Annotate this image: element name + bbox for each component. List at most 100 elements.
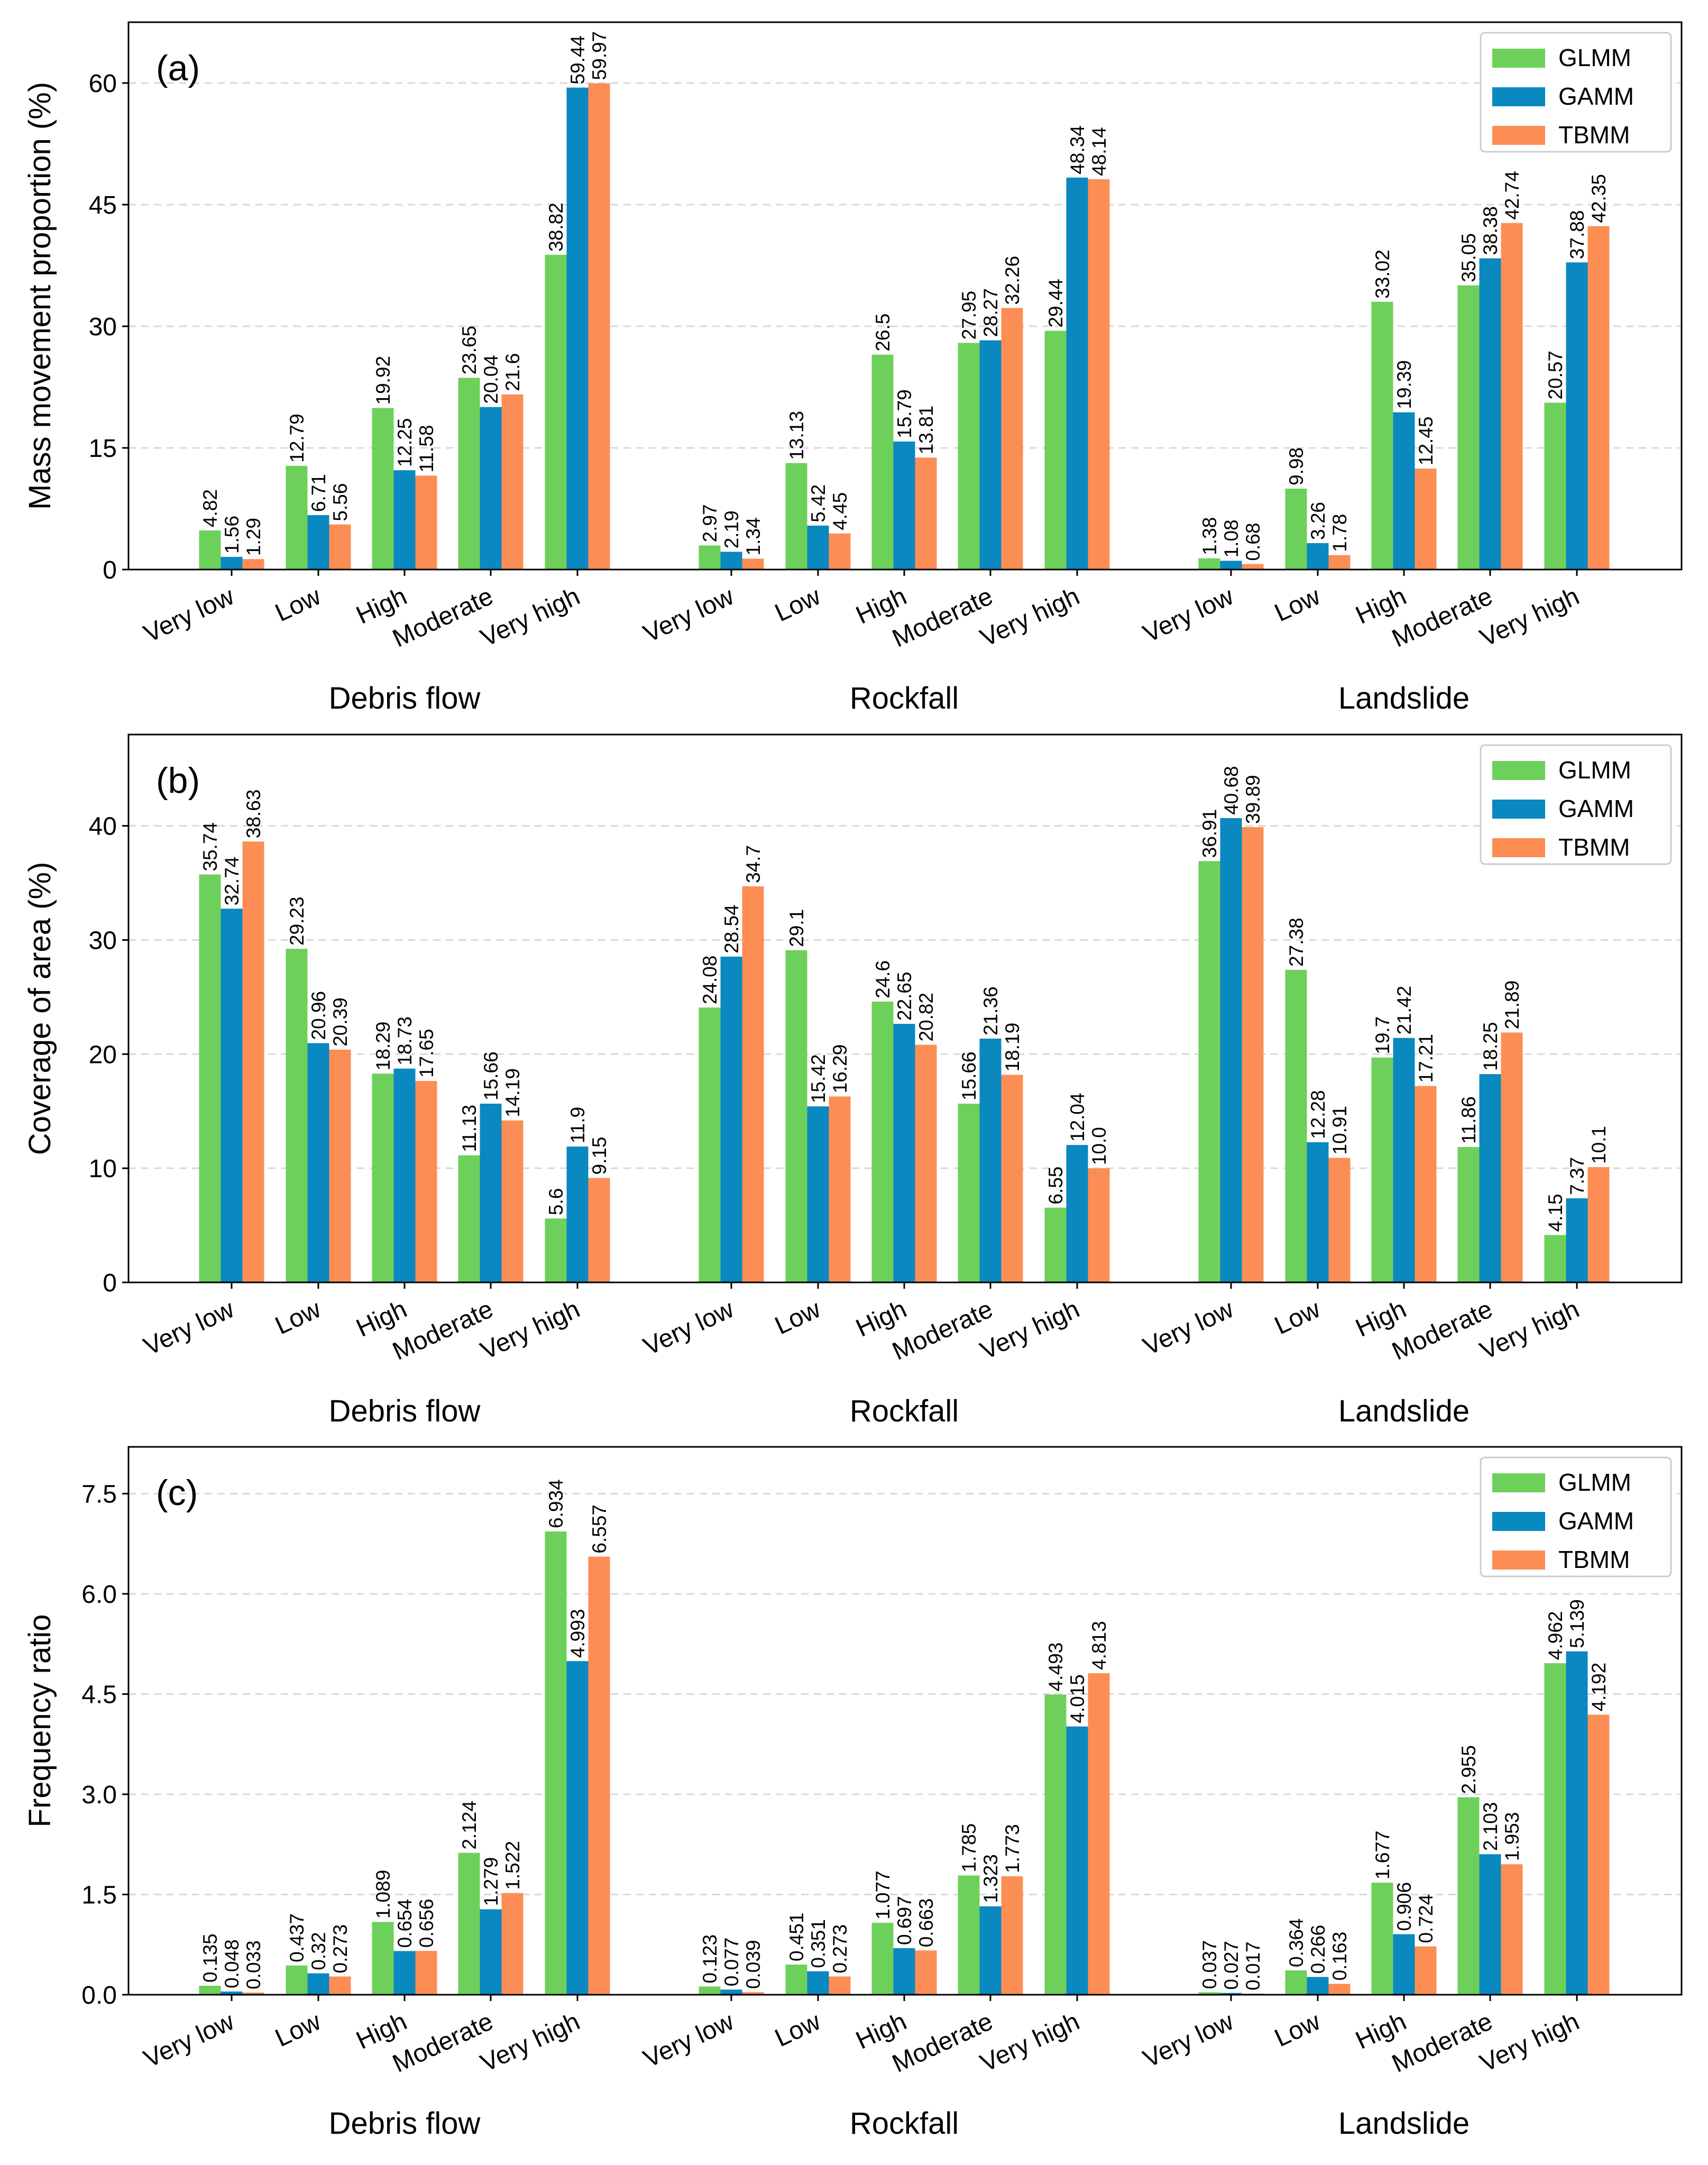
y-tick-label: 0.0 xyxy=(81,1981,117,2010)
data-label: 10.0 xyxy=(1088,1127,1110,1165)
data-label: 6.55 xyxy=(1045,1167,1067,1205)
bar xyxy=(958,343,980,570)
data-label: 29.23 xyxy=(286,897,308,946)
bar xyxy=(1328,555,1351,570)
y-axis-label: Coverage of area (%) xyxy=(23,862,57,1155)
x-tick-label: Very high xyxy=(1476,2007,1584,2078)
data-label: 4.192 xyxy=(1588,1663,1610,1712)
bar xyxy=(720,957,742,1282)
data-label: 4.015 xyxy=(1067,1674,1088,1723)
bar xyxy=(566,1146,589,1282)
bar xyxy=(871,1002,894,1282)
data-label: 36.91 xyxy=(1199,809,1220,858)
group-label: Debris flow xyxy=(329,1394,481,1428)
bar xyxy=(742,1992,764,1995)
data-label: 18.73 xyxy=(394,1016,416,1066)
bar xyxy=(785,950,807,1282)
bar xyxy=(1457,1147,1480,1282)
legend: GLMM GAMM TBMM xyxy=(1480,32,1672,153)
bar xyxy=(415,1951,437,1995)
data-label: 0.163 xyxy=(1329,1932,1351,1981)
x-tick-label: Moderate xyxy=(888,2007,997,2078)
data-label: 1.773 xyxy=(1002,1824,1023,1873)
data-label: 28.27 xyxy=(980,288,1002,337)
data-label: 5.42 xyxy=(807,484,829,522)
data-label: 2.97 xyxy=(699,504,721,542)
bar xyxy=(1371,1883,1393,1995)
data-label: 4.45 xyxy=(829,492,851,530)
bar xyxy=(415,475,437,570)
data-label: 18.25 xyxy=(1480,1022,1501,1071)
x-tick-label: Low xyxy=(1270,2007,1325,2052)
data-label: 6.71 xyxy=(308,474,329,512)
data-label: 0.697 xyxy=(894,1896,915,1945)
x-tick-label: Very low xyxy=(639,2007,738,2074)
bar xyxy=(1587,226,1610,570)
bar xyxy=(1393,412,1415,570)
bar xyxy=(699,1986,721,1995)
y-tick-label: 7.5 xyxy=(81,1480,117,1508)
data-label: 15.66 xyxy=(958,1051,980,1100)
data-label: 1.323 xyxy=(980,1854,1002,1903)
data-label: 40.68 xyxy=(1220,766,1242,815)
bar xyxy=(785,463,807,570)
data-label: 15.66 xyxy=(480,1051,502,1100)
y-tick-label: 20 xyxy=(89,1041,117,1069)
legend-label: GLMM xyxy=(1558,756,1631,784)
data-label: 42.35 xyxy=(1588,174,1610,223)
x-tick-label: Low xyxy=(271,582,325,627)
data-label: 35.05 xyxy=(1458,233,1480,282)
y-tick-label: 45 xyxy=(89,191,117,219)
data-label: 18.29 xyxy=(372,1022,394,1071)
x-tick-label: Very high xyxy=(976,2007,1084,2078)
data-label: 0.724 xyxy=(1415,1894,1437,1943)
bar xyxy=(807,1106,829,1282)
legend-label: GLMM xyxy=(1558,1469,1631,1496)
y-tick-label: 15 xyxy=(89,435,117,463)
bar xyxy=(588,83,610,570)
data-label: 0.033 xyxy=(243,1940,264,1989)
data-label: 1.38 xyxy=(1199,517,1220,555)
bar xyxy=(501,1893,524,1995)
data-label: 48.34 xyxy=(1067,125,1088,175)
data-label: 3.26 xyxy=(1307,502,1329,540)
bar xyxy=(307,1043,329,1282)
bar xyxy=(501,1120,524,1282)
group-label: Rockfall xyxy=(850,2106,959,2141)
data-label: 10.91 xyxy=(1329,1106,1351,1155)
data-label: 7.37 xyxy=(1566,1157,1588,1195)
data-label: 15.79 xyxy=(894,389,915,438)
legend-swatch xyxy=(1492,800,1545,819)
y-axis-label: Mass movement proportion (%) xyxy=(23,82,57,510)
data-label: 1.08 xyxy=(1220,519,1242,557)
data-label: 12.25 xyxy=(394,418,416,467)
bar xyxy=(286,949,308,1282)
bar xyxy=(785,1965,807,1995)
data-label: 32.26 xyxy=(1002,256,1023,305)
data-label: 0.266 xyxy=(1307,1925,1329,1974)
bar xyxy=(480,407,502,570)
data-label: 1.279 xyxy=(480,1857,502,1906)
data-label: 11.58 xyxy=(416,425,437,473)
data-label: 0.656 xyxy=(416,1899,437,1948)
data-label: 34.7 xyxy=(742,845,764,883)
bar xyxy=(720,1989,742,1995)
y-tick-label: 3.0 xyxy=(81,1781,117,1809)
bar xyxy=(1566,1198,1588,1282)
bar xyxy=(393,470,416,570)
data-label: 1.089 xyxy=(372,1870,394,1919)
bar xyxy=(1198,861,1220,1282)
data-label: 24.08 xyxy=(699,956,721,1005)
data-label: 9.98 xyxy=(1285,447,1307,485)
data-label: 0.135 xyxy=(199,1933,221,1983)
bar xyxy=(1415,469,1437,570)
data-label: 0.451 xyxy=(786,1912,807,1961)
panel-label: (a) xyxy=(156,48,200,88)
data-label: 0.437 xyxy=(286,1913,308,1962)
bar xyxy=(1285,970,1307,1282)
bar xyxy=(742,886,764,1282)
bar xyxy=(1044,1694,1067,1995)
data-label: 59.44 xyxy=(567,35,589,85)
data-label: 1.077 xyxy=(872,1870,894,1920)
bar xyxy=(588,1556,610,1995)
